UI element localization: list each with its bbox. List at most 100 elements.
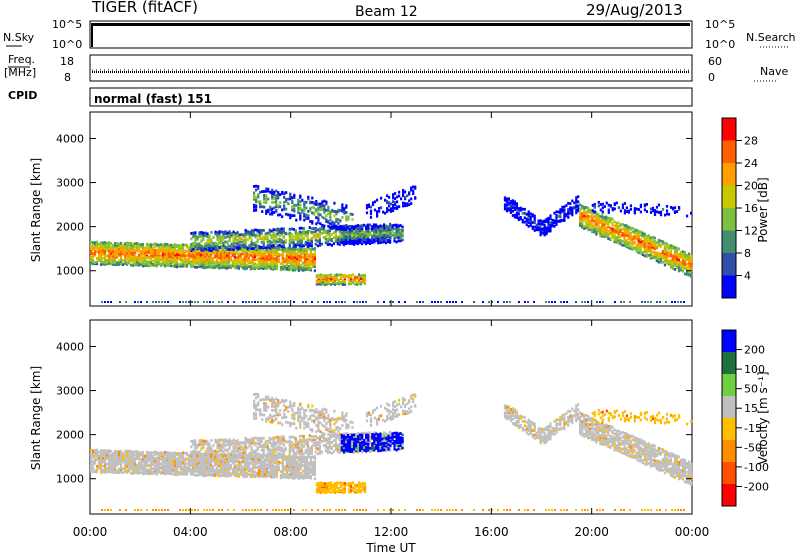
heatmap-cell	[189, 264, 193, 267]
heatmap-cell	[248, 301, 250, 303]
heatmap-cell	[106, 467, 109, 470]
heatmap-cell	[327, 279, 330, 283]
heatmap-cell	[265, 459, 268, 463]
heatmap-cell	[207, 259, 211, 262]
heatmap-cell	[273, 258, 276, 262]
heatmap-cell	[653, 256, 656, 260]
heatmap-cell	[227, 464, 230, 468]
heatmap-cell	[273, 253, 276, 257]
heatmap-cell	[290, 238, 293, 242]
heatmap-cell	[173, 461, 177, 465]
heatmap-cell	[179, 247, 183, 251]
heatmap-cell	[316, 239, 319, 243]
heatmap-cell	[311, 468, 314, 472]
freq-unit: [MHz]	[4, 66, 36, 79]
heatmap-cell	[617, 224, 620, 228]
heatmap-cell	[167, 471, 171, 475]
heatmap-cell	[173, 261, 177, 265]
heatmap-cell	[645, 239, 648, 242]
heatmap-cell	[175, 255, 179, 259]
heatmap-cell	[128, 456, 131, 459]
heatmap-cell	[265, 472, 268, 475]
heatmap-cell	[207, 265, 211, 269]
heatmap-cell	[313, 455, 316, 458]
heatmap-cell	[199, 464, 203, 468]
heatmap-cell	[615, 240, 618, 244]
heatmap-cell	[163, 261, 167, 265]
heatmap-cell	[96, 470, 99, 474]
heatmap-cell	[247, 249, 250, 253]
heatmap-cell	[199, 250, 203, 254]
heatmap-cell	[263, 458, 266, 461]
heatmap-cell	[296, 234, 299, 238]
heatmap-cell	[201, 462, 205, 466]
heatmap-cell	[673, 206, 677, 210]
heatmap-cell	[259, 456, 262, 460]
heatmap-cell	[258, 228, 261, 232]
heatmap-cell	[171, 462, 175, 466]
heatmap-cell	[303, 455, 306, 459]
heatmap-cell	[257, 253, 260, 257]
heatmap-cell	[90, 465, 93, 469]
heatmap-cell	[183, 243, 187, 247]
heatmap-cell	[367, 230, 370, 234]
heatmap-cell	[268, 244, 271, 248]
heatmap-cell	[272, 238, 275, 242]
heatmap-cell	[625, 239, 628, 243]
heatmap-cell	[629, 242, 632, 245]
heatmap-cell	[285, 253, 288, 257]
heatmap-cell	[567, 201, 570, 205]
heatmap-cell	[295, 465, 298, 469]
heatmap-cell	[269, 455, 272, 459]
heatmap-cell	[283, 247, 286, 250]
heatmap-cell	[110, 247, 113, 251]
heatmap-cell	[356, 301, 358, 303]
heatmap-cell	[208, 446, 211, 450]
heatmap-cell	[401, 238, 404, 242]
heatmap-cell	[335, 273, 338, 277]
heatmap-cell	[207, 470, 211, 474]
heatmap-cell	[249, 267, 252, 271]
heatmap-cell	[521, 218, 524, 222]
heatmap-cell	[317, 214, 320, 218]
heatmap-cell	[355, 283, 359, 286]
heatmap-cell	[183, 459, 187, 463]
heatmap-cell	[268, 232, 271, 236]
heatmap-cell	[120, 458, 123, 462]
heatmap-cell	[343, 279, 346, 283]
heatmap-cell	[137, 253, 141, 257]
heatmap-cell	[219, 460, 223, 463]
heatmap-cell	[681, 255, 685, 258]
heatmap-cell	[292, 235, 295, 238]
heatmap-cell	[509, 301, 511, 303]
heatmap-cell	[212, 236, 215, 239]
heatmap-cell	[155, 460, 159, 464]
heatmap-cell	[529, 221, 532, 225]
heatmap-cell	[196, 242, 199, 246]
heatmap-cell	[145, 456, 149, 459]
heatmap-cell	[175, 457, 179, 461]
heatmap-cell	[257, 193, 260, 197]
heatmap-cell	[135, 450, 139, 453]
heatmap-cell	[599, 220, 602, 223]
heatmap-cell	[571, 208, 574, 212]
heatmap-cell	[108, 469, 111, 473]
heatmap-cell	[196, 450, 199, 454]
heatmap-cell	[305, 206, 308, 210]
heatmap-cell	[185, 453, 189, 457]
heatmap-cell	[363, 276, 367, 279]
heatmap-cell	[195, 473, 199, 477]
heatmap-cell	[348, 228, 352, 231]
heatmap-cell	[331, 208, 334, 212]
heatmap-cell	[633, 228, 636, 231]
heatmap-cell	[307, 209, 310, 213]
heatmap-cell	[217, 474, 221, 478]
heatmap-cell	[291, 247, 294, 250]
heatmap-cell	[229, 459, 232, 462]
heatmap-cell	[270, 229, 273, 233]
heatmap-cell	[303, 218, 306, 222]
heatmap-cell	[311, 201, 314, 204]
heatmap-cell	[293, 255, 296, 259]
heatmap-cell	[241, 474, 244, 478]
heatmap-cell	[277, 456, 280, 459]
